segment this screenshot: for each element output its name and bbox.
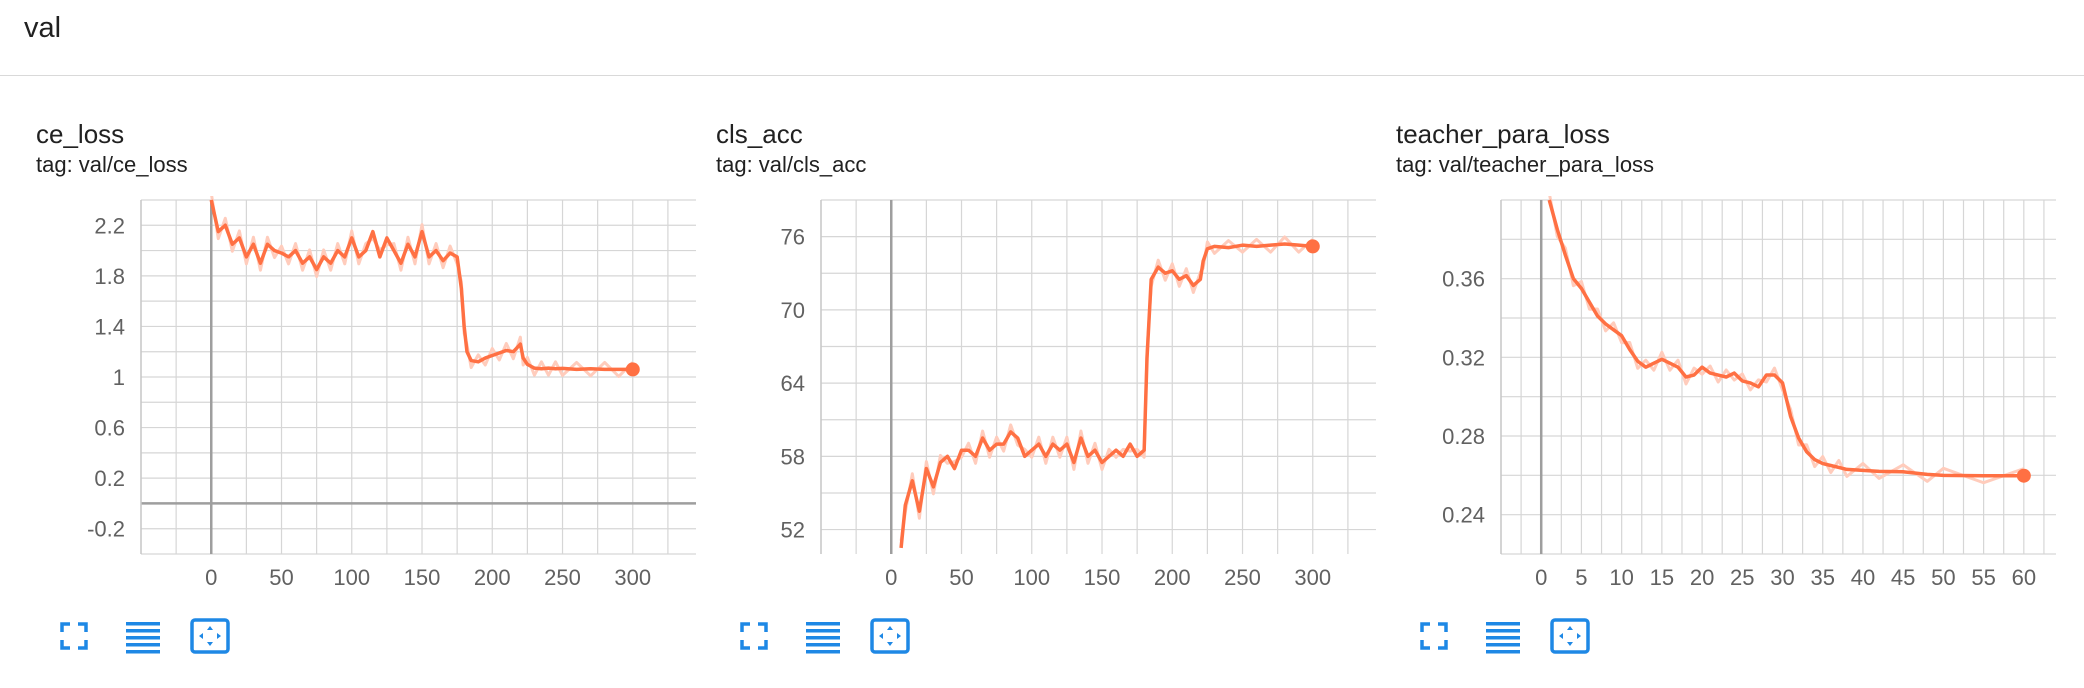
x-tick-label: 0 [885,565,897,590]
chart-ce-loss[interactable]: 2.2 1.8 1.4 1 0.6 0.2 -0.2 0 50 100 150 200 250 300 [24,110,704,610]
series-line [899,242,1313,549]
x-tick-label: 15 [1650,565,1674,590]
y-tick-label: 0.28 [1442,424,1485,449]
y-tick-label: 52 [781,518,805,543]
series-raw-line [899,235,1314,542]
series-last-point [2016,468,2031,483]
x-tick-label: 100 [1013,565,1050,590]
fullscreen-icon[interactable] [730,612,778,660]
chart-title: cls_acc [716,119,803,149]
x-tick-label: 50 [949,565,973,590]
chart-tag: tag: val/ce_loss [36,152,188,177]
y-tick-label: 1 [113,365,125,390]
chart-card-ce-loss: ce_loss tag: val/ce_loss 2.2 1.8 1.4 1 0.6 0.… [24,110,704,670]
chart-title: teacher_para_loss [1396,119,1610,149]
x-tick-label: 300 [614,565,651,590]
y-tick-label: -0.2 [87,517,125,542]
chart-card-teacher-para-loss: teacher_para_loss tag: val/teacher_para_… [1384,110,2064,670]
x-tick-label: 300 [1294,565,1331,590]
x-tick-label: 0 [205,565,217,590]
log-scale-icon[interactable] [1478,612,1526,660]
y-tick-label: 0.2 [94,466,125,491]
fullscreen-icon[interactable] [1410,612,1458,660]
x-tick-label: 150 [404,565,441,590]
series-last-point [1305,239,1320,254]
y-tick-label: 1.4 [94,314,125,339]
x-tick-label: 250 [1224,565,1261,590]
x-tick-label: 200 [474,565,511,590]
x-tick-label: 5 [1575,565,1587,590]
y-tick-label: 58 [781,444,805,469]
section-header: val [0,0,2084,76]
series-raw-line [1548,196,2025,485]
chart-title: ce_loss [36,119,125,149]
x-tick-label: 100 [333,565,370,590]
fullscreen-icon[interactable] [50,612,98,660]
series-raw-line [210,196,634,378]
chart-card-cls-acc: cls_acc tag: val/cls_acc 76 70 64 58 52 0 50 10… [704,110,1384,670]
y-tick-label: 0.24 [1442,503,1485,528]
x-tick-label: 40 [1851,565,1875,590]
x-tick-label: 30 [1770,565,1794,590]
fit-domain-icon[interactable] [866,612,914,660]
x-tick-label: 150 [1084,565,1121,590]
x-tick-label: 20 [1690,565,1714,590]
x-tick-label: 250 [544,565,581,590]
series-line [209,199,633,372]
chart-teacher-para-loss[interactable]: 0.36 0.32 0.28 0.24 0 5 10 15 20 25 30 35 40 45 50 55 60 [1384,110,2064,610]
y-tick-label: 0.36 [1442,267,1485,292]
fit-domain-icon[interactable] [1546,612,1594,660]
chart-cls-acc[interactable]: 76 70 64 58 52 0 50 100 150 200 250 300 [704,110,1384,610]
x-tick-label: 60 [2012,565,2036,590]
y-tick-label: 64 [781,371,805,396]
x-tick-label: 25 [1730,565,1754,590]
log-scale-icon[interactable] [798,612,846,660]
y-tick-label: 0.6 [94,416,125,441]
chart-tag: tag: val/cls_acc [716,152,867,177]
x-tick-label: 50 [269,565,293,590]
x-tick-label: 10 [1609,565,1633,590]
y-tick-label: 76 [781,225,805,250]
x-tick-label: 50 [1931,565,1955,590]
chart-tag: tag: val/teacher_para_loss [1396,152,1655,177]
x-tick-label: 0 [1535,565,1547,590]
series-line [1547,199,2024,478]
y-tick-label: 0.32 [1442,345,1485,370]
y-tick-label: 1.8 [94,264,125,289]
x-tick-label: 45 [1891,565,1915,590]
x-tick-label: 200 [1154,565,1191,590]
section-title: val [24,12,62,44]
x-tick-label: 35 [1810,565,1834,590]
y-tick-label: 2.2 [94,213,125,238]
fit-domain-icon[interactable] [186,612,234,660]
series-last-point [625,362,640,377]
y-tick-label: 70 [781,298,805,323]
x-tick-label: 55 [1971,565,1995,590]
log-scale-icon[interactable] [118,612,166,660]
